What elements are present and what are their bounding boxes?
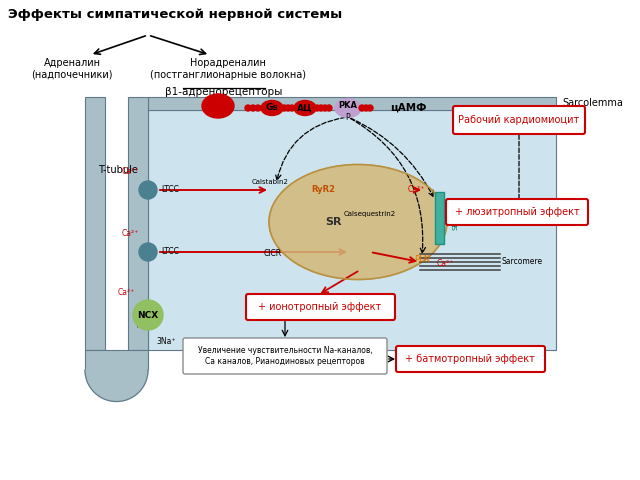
Text: Ca²⁺: Ca²⁺ (122, 167, 139, 176)
Circle shape (255, 105, 261, 111)
Ellipse shape (202, 94, 234, 118)
Text: LTCC: LTCC (161, 248, 179, 256)
Bar (128, 97, 148, 350)
Circle shape (250, 105, 256, 111)
Text: CICR: CICR (264, 250, 282, 259)
Ellipse shape (294, 100, 316, 116)
Text: SR: SR (324, 217, 341, 227)
Text: Ca²⁺: Ca²⁺ (436, 260, 454, 268)
Text: Рабочий кардиомиоцит: Рабочий кардиомиоцит (458, 115, 580, 125)
Text: АЦ: АЦ (298, 104, 313, 112)
Text: + батмотропный эффект: + батмотропный эффект (405, 354, 535, 364)
Text: + люзитропный эффект: + люзитропный эффект (454, 207, 579, 217)
Ellipse shape (269, 165, 447, 279)
Circle shape (285, 105, 291, 111)
Bar (148, 110, 556, 350)
Circle shape (133, 300, 163, 330)
Text: Ca²⁺: Ca²⁺ (408, 185, 424, 194)
Text: Норадреналин
(постганглионарные волокна): Норадреналин (постганглионарные волокна) (150, 58, 306, 80)
Text: NCX: NCX (138, 311, 159, 320)
FancyBboxPatch shape (246, 294, 395, 320)
Circle shape (139, 243, 157, 261)
Circle shape (318, 105, 324, 111)
Text: 3Na⁺: 3Na⁺ (156, 337, 175, 346)
Circle shape (359, 105, 365, 111)
Text: PLN: PLN (414, 255, 430, 264)
Text: Sarcomere: Sarcomere (502, 257, 543, 266)
Polygon shape (85, 370, 148, 401)
Text: Ca²⁺: Ca²⁺ (122, 229, 139, 238)
Circle shape (326, 105, 332, 111)
Circle shape (139, 181, 157, 199)
Text: Calstabin2: Calstabin2 (252, 179, 289, 185)
Ellipse shape (335, 98, 361, 118)
Text: Gs: Gs (266, 104, 278, 112)
Text: цАМФ: цАМФ (390, 103, 426, 113)
Circle shape (367, 105, 373, 111)
Text: Sarcolemma: Sarcolemma (562, 98, 623, 108)
Text: Увеличение чувствительности Na-каналов,
Ca каналов, Рианодиновых рецепторов: Увеличение чувствительности Na-каналов, … (198, 346, 372, 366)
Bar (435, 192, 444, 244)
Text: T-tubule: T-tubule (98, 165, 138, 175)
Text: LTCC: LTCC (161, 185, 179, 194)
Bar (85, 350, 148, 370)
Text: β1-адренорецепторы: β1-адренорецепторы (165, 87, 283, 97)
FancyBboxPatch shape (183, 338, 387, 374)
Circle shape (363, 105, 369, 111)
Text: Ca²⁺: Ca²⁺ (117, 288, 134, 297)
Circle shape (281, 105, 287, 111)
Text: Адреналин
(надпочечники): Адреналин (надпочечники) (31, 58, 113, 80)
FancyBboxPatch shape (446, 199, 588, 225)
Bar (148, 97, 556, 110)
FancyBboxPatch shape (396, 346, 545, 372)
Circle shape (245, 105, 251, 111)
Text: Calsequestrin2: Calsequestrin2 (344, 211, 396, 217)
Ellipse shape (261, 100, 283, 116)
Text: Ca²⁺-calmodulin: Ca²⁺-calmodulin (287, 298, 349, 307)
Circle shape (322, 105, 328, 111)
Circle shape (289, 105, 295, 111)
Text: P: P (346, 112, 350, 121)
Circle shape (314, 105, 320, 111)
Text: RyR2: RyR2 (311, 185, 335, 194)
Text: SERCA2a: SERCA2a (453, 198, 459, 229)
FancyBboxPatch shape (453, 106, 585, 134)
Bar (85, 97, 105, 350)
Text: + ионотропный эффект: + ионотропный эффект (259, 302, 381, 312)
Text: Эффекты симпатической нервной системы: Эффекты симпатической нервной системы (8, 8, 342, 21)
Text: PKA: PKA (339, 101, 358, 110)
